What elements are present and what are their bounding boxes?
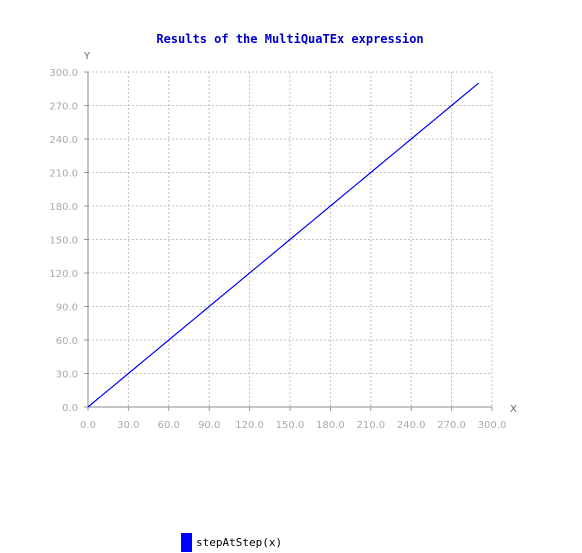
- tick-labels: 0.0 30.0 60.0 90.0 120.0 150.0 180.0 210.0 240.0…: [49, 68, 506, 431]
- chart-title: Results of the MultiQuaTEx expression: [156, 32, 423, 46]
- y-tick-label: 150.0: [49, 236, 78, 247]
- y-tick-label: 30.0: [56, 370, 78, 381]
- x-tick-label: 150.0: [276, 420, 305, 431]
- x-tick-label: 300.0: [478, 420, 507, 431]
- legend-swatch: [181, 533, 192, 552]
- axes: [84, 71, 493, 411]
- y-tick-label: 0.0: [62, 403, 78, 414]
- x-tick-label: 240.0: [397, 420, 426, 431]
- y-tick-label: 180.0: [49, 202, 78, 213]
- legend: stepAtStep(x): [181, 533, 282, 552]
- grid: [88, 71, 493, 407]
- y-axis-label: Y: [83, 51, 91, 62]
- x-tick-label: 120.0: [235, 420, 264, 431]
- y-tick-label: 210.0: [49, 169, 78, 180]
- x-tick-label: 270.0: [437, 420, 466, 431]
- x-axis-label: X: [510, 404, 517, 415]
- x-tick-label: 90.0: [198, 420, 220, 431]
- y-tick-label: 90.0: [56, 303, 78, 314]
- legend-label: stepAtStep(x): [196, 536, 282, 549]
- y-tick-label: 300.0: [49, 68, 78, 79]
- y-tick-label: 60.0: [56, 336, 78, 347]
- series-line: [87, 82, 479, 408]
- x-tick-label: 210.0: [356, 420, 385, 431]
- y-tick-label: 120.0: [49, 269, 78, 280]
- y-tick-label: 240.0: [49, 135, 78, 146]
- x-tick-label: 180.0: [316, 420, 345, 431]
- series-layer: [87, 82, 479, 408]
- x-tick-label: 60.0: [158, 420, 180, 431]
- x-tick-label: 0.0: [80, 420, 96, 431]
- y-tick-label: 270.0: [49, 102, 78, 113]
- x-tick-label: 30.0: [117, 420, 139, 431]
